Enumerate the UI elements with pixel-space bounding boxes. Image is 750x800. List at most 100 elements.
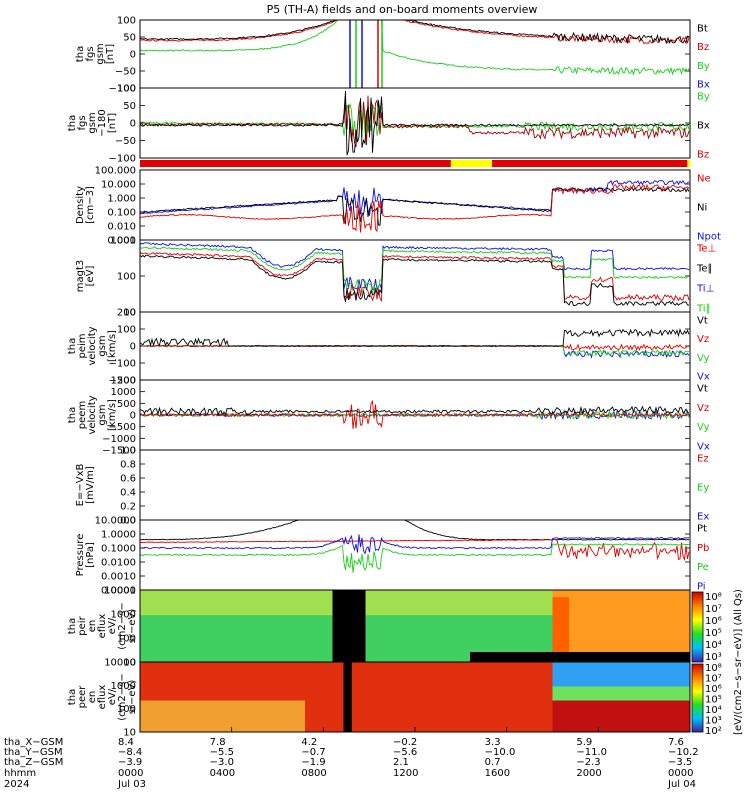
trace-By — [140, 20, 690, 76]
y-tick-label: 50 — [123, 101, 136, 112]
x-tick-label: Jul 03 — [117, 779, 146, 790]
panel-fgs-traces — [140, 20, 690, 88]
colorbar-tick: 10⁴ — [705, 705, 722, 716]
panel-fgs: tha fgs gsm [nT] 100 50 0 −50 −100 Bt Bz By Bx — [75, 16, 710, 95]
x-tick-label: −10.2 — [668, 747, 699, 758]
x-tick-label: −0.2 — [393, 737, 417, 748]
ylabel-line: [km/s] — [107, 330, 118, 362]
legend-peim_vel-item: Vx — [697, 372, 710, 383]
legend-peem_vel-item: Vy — [697, 422, 710, 433]
spectrogram-band — [140, 700, 305, 732]
x-tick-label: −2.3 — [576, 757, 600, 768]
y-tick-label: 100 — [117, 16, 136, 27]
y-tick-label: −500 — [109, 422, 136, 433]
ylabel-line: gsm — [97, 404, 108, 425]
x-tick-label: 1600 — [485, 768, 510, 779]
x-tick-label: −8.4 — [118, 747, 142, 758]
spectrogram-band — [552, 662, 690, 687]
panel-efield-ylabel: E=−VxB [mV/m] — [75, 464, 96, 507]
y-tick-label: 100 — [117, 325, 136, 336]
legend-temp-item: Ti⊥ — [696, 284, 714, 295]
trace-Ti-par — [140, 246, 690, 294]
y-tick-label: 0.0001 — [101, 586, 136, 597]
ylabel-line: peir — [77, 615, 88, 635]
mode-segment — [687, 160, 691, 167]
legend-peim_vel-item: Vt — [697, 316, 708, 327]
colorbar-bottom — [691, 663, 704, 733]
panel-density-traces — [140, 179, 690, 233]
legend-temp-item: Te⊥ — [696, 244, 716, 255]
y-tick-label: 0.2 — [120, 502, 136, 513]
spectrogram-band — [552, 686, 690, 701]
colorbar-tick: 10⁵ — [705, 628, 722, 639]
panel-temp-ylabel: magt3 [eV] — [75, 260, 96, 293]
y-tick-label: 100 — [117, 704, 136, 715]
panel-fgs-ylabel: tha fgs gsm [nT] — [75, 43, 116, 64]
y-tick-label: 0.0010 — [101, 572, 136, 583]
y-tick-label: 1.000 — [107, 194, 136, 205]
y-tick-label: 0.0 — [120, 516, 136, 527]
y-tick-label: 0.010 — [107, 222, 136, 233]
ylabel-line: en — [87, 691, 98, 704]
x-tick-label: 7.6 — [668, 737, 684, 748]
panel-pressure: Pressure [nPa] 10.0000 1.0000 0.1000 0.0100 0.… — [75, 516, 709, 597]
spectrogram-gap — [470, 652, 690, 662]
panel-pressure-ylabel: Pressure [nPa] — [75, 534, 96, 577]
y-tick-label: 0 — [130, 411, 136, 422]
panel-pressure-traces — [140, 520, 690, 573]
ylabel-line: [nPa] — [85, 542, 96, 568]
ylabel-line: E=−VxB — [75, 464, 86, 507]
ylabel-line: tha — [67, 115, 78, 131]
ylabel-line: peer — [77, 685, 88, 709]
legend-density-item: Npot — [697, 232, 721, 243]
legend-density-item: Ni — [697, 203, 707, 214]
y-tick-label: 1000 — [111, 236, 136, 247]
x-tick-label: 0000 — [668, 768, 693, 779]
x-tick-label: −1.9 — [301, 757, 325, 768]
legend-pressure-item: Pt — [697, 524, 707, 535]
y-tick-label: 50 — [123, 33, 136, 44]
spectrogram-band — [552, 597, 569, 655]
x-tick-label: 5.9 — [576, 737, 592, 748]
colorbar-tick: 10⁷ — [705, 674, 722, 685]
ylabel-line: [km/s] — [107, 399, 118, 431]
colorbar-tick: 10⁶ — [705, 616, 722, 627]
ylabel-line: tha — [67, 689, 78, 705]
y-tick-label: 0.8 — [120, 460, 136, 471]
trace-Vx — [140, 409, 690, 421]
trace-Vt — [140, 405, 690, 417]
ylabel-line: fgs — [85, 46, 96, 61]
panel-peir: tha peir en eflux eV/(cm2−s− sr−eV) 10000 1000 1… — [67, 586, 691, 669]
y-tick-label: 100 — [117, 634, 136, 645]
colorbar-tick: 10² — [705, 726, 722, 737]
legend-peem_vel-item: Vz — [697, 403, 709, 414]
y-tick-label: 10 — [123, 308, 136, 319]
ylabel-line: [cm−3] — [85, 186, 96, 224]
ylabel-line: (cm2−s− — [117, 602, 128, 649]
colorbar-top — [691, 591, 704, 663]
y-tick-label: 0.001 — [107, 236, 136, 247]
legend-pressure-item: Pe — [697, 562, 709, 573]
y-tick-label: 500 — [117, 399, 136, 410]
panel-fgs_lpf: tha fgs gsm −180 [nT] 100 50 0 −50 −100 By Bx Bz — [67, 84, 710, 165]
x-tick-label: 0800 — [301, 768, 326, 779]
y-tick-label: 10.000 — [101, 180, 136, 191]
ylabel-line: magt3 — [75, 260, 86, 293]
x-tick-label: −3.9 — [118, 757, 142, 768]
y-tick-label: −200 — [109, 376, 136, 387]
y-tick-label: 10000 — [104, 586, 136, 597]
ylabel-line: gsm — [97, 335, 108, 356]
panel-fgs_lpf-ylabel: tha fgs gsm −180 [nT] — [67, 109, 118, 136]
x-tick-label: 4.2 — [301, 737, 317, 748]
y-tick-label: 100.000 — [95, 166, 136, 177]
legend-fgs-item: Bx — [697, 80, 710, 91]
y-tick-label: 100 — [117, 272, 136, 283]
y-tick-label: 1000 — [111, 681, 136, 692]
panel-fgs_lpf-frame — [139, 87, 691, 159]
legend-pressure-item: Pb — [697, 543, 709, 554]
colorbar-tick: 10⁸ — [705, 592, 722, 603]
panel-temp-traces — [140, 242, 690, 307]
colorbar-tick: 10⁴ — [705, 640, 722, 651]
